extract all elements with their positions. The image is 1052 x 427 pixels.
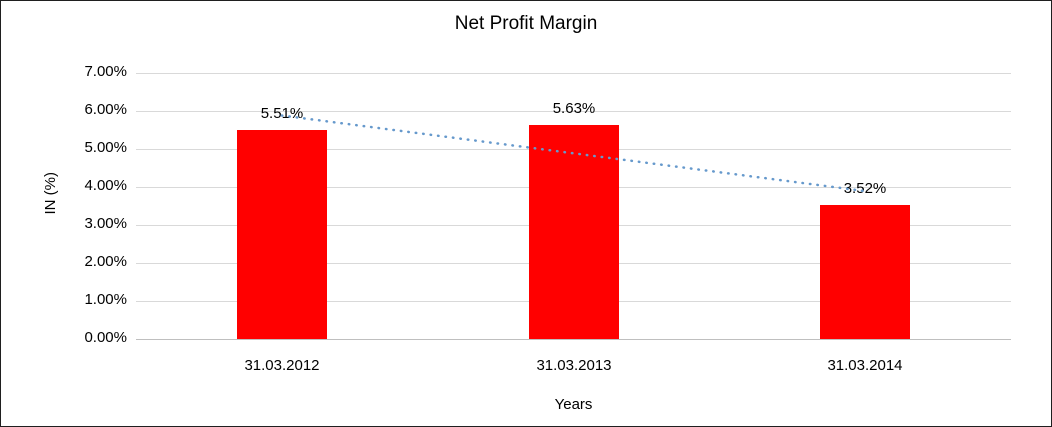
y-tick-label: 4.00% xyxy=(84,177,127,194)
bar-value-label: 3.52% xyxy=(843,180,887,197)
x-tick-label: 31.03.2014 xyxy=(827,357,903,374)
bar xyxy=(237,130,327,339)
x-axis-title: Years xyxy=(554,396,593,413)
x-tick-label: 31.03.2013 xyxy=(536,357,612,374)
bar-value-label: 5.63% xyxy=(552,100,596,117)
y-tick-label: 6.00% xyxy=(84,101,127,118)
y-tick-label: 7.00% xyxy=(84,63,127,80)
bar xyxy=(529,125,619,339)
bar-value-label: 5.51% xyxy=(260,105,304,122)
x-axis-line xyxy=(136,339,1011,340)
y-tick-label: 2.00% xyxy=(84,253,127,270)
y-tick-label: 0.00% xyxy=(84,329,127,346)
gridline xyxy=(136,111,1011,112)
gridline xyxy=(136,73,1011,74)
chart-title: Net Profit Margin xyxy=(454,13,598,34)
x-tick-label: 31.03.2012 xyxy=(244,357,320,374)
bar xyxy=(820,205,910,339)
y-tick-label: 5.00% xyxy=(84,139,127,156)
y-tick-label: 1.00% xyxy=(84,291,127,308)
y-tick-label: 3.00% xyxy=(84,215,127,232)
